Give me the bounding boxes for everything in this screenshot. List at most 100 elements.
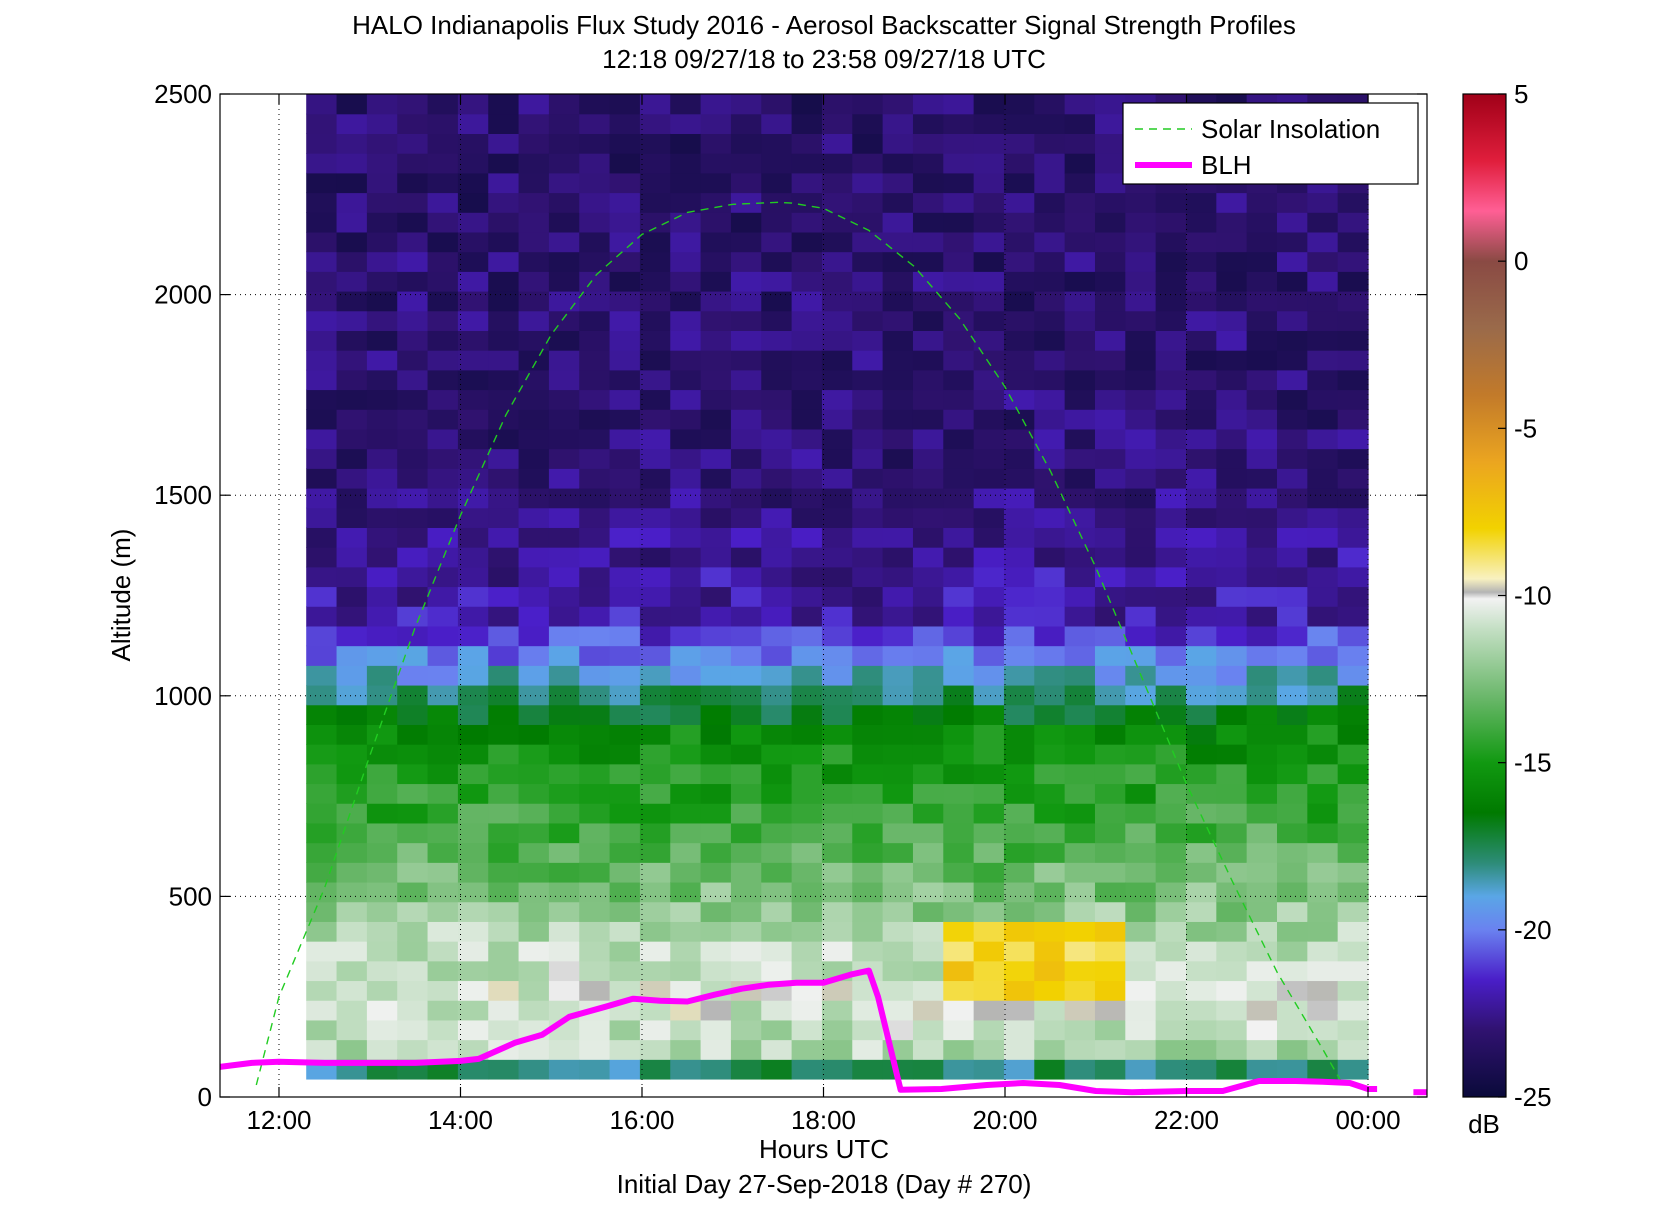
heatmap-cell [1155, 409, 1187, 430]
heatmap-cell [1094, 350, 1126, 371]
heatmap-cell [700, 763, 732, 785]
heatmap-cell [609, 803, 641, 824]
heatmap-cell [1216, 744, 1248, 765]
heatmap-cell [1337, 606, 1369, 627]
heatmap-cell [821, 231, 853, 253]
heatmap-cell [1064, 133, 1096, 154]
heatmap-cell [1185, 369, 1217, 391]
colorbar-tick-label: -15 [1514, 748, 1552, 778]
heatmap-cell [366, 862, 398, 883]
heatmap-cell [548, 310, 580, 331]
heatmap-cell [366, 350, 398, 371]
heatmap-cell [700, 133, 732, 154]
heatmap-cell [609, 684, 641, 706]
heatmap-cell [821, 428, 853, 450]
heatmap-cell [1034, 507, 1066, 528]
heatmap-cell [1155, 724, 1187, 745]
heatmap-cell [1064, 1000, 1096, 1021]
heatmap-cell [1064, 763, 1096, 785]
heatmap-cell [1155, 941, 1187, 962]
heatmap-cell [548, 212, 580, 233]
heatmap-cell [1125, 862, 1157, 883]
heatmap-cell [1094, 665, 1126, 686]
heatmap-cell [579, 960, 611, 982]
heatmap-cell [336, 212, 368, 233]
heatmap-cell [548, 113, 580, 134]
heatmap-cell [457, 507, 489, 528]
heatmap-cell [1125, 921, 1157, 942]
heatmap-cell [1185, 330, 1217, 351]
heatmap-cell [1246, 960, 1278, 982]
heatmap-cell [761, 133, 793, 154]
heatmap-cell [761, 881, 793, 903]
heatmap-cell [336, 310, 368, 331]
heatmap-cell [609, 487, 641, 509]
heatmap-cell [730, 212, 762, 233]
heatmap-cell [1337, 507, 1369, 528]
heatmap-cell [1246, 448, 1278, 469]
heatmap-cell [670, 862, 702, 883]
heatmap-cell [548, 822, 580, 844]
heatmap-cell [488, 290, 520, 312]
heatmap-cell [306, 862, 338, 883]
heatmap-cell [761, 468, 793, 489]
heatmap-cell [1064, 1039, 1096, 1060]
heatmap-cell [1094, 192, 1126, 213]
heatmap-cell [730, 428, 762, 450]
heatmap-cell [1155, 468, 1187, 489]
heatmap-cell [1155, 192, 1187, 213]
heatmap-cell [1155, 665, 1187, 686]
heatmap-cell [670, 822, 702, 844]
heatmap-cell [1216, 862, 1248, 883]
heatmap-cell [670, 153, 702, 174]
heatmap-cell [670, 744, 702, 765]
heatmap-cell [366, 1039, 398, 1060]
heatmap-cell [1216, 783, 1248, 804]
heatmap-cell [488, 527, 520, 548]
heatmap-cell [882, 941, 914, 962]
y-tick-label: 1500 [154, 480, 212, 510]
heatmap-cell [912, 487, 944, 509]
heatmap-cell [1034, 389, 1066, 410]
heatmap-cell [882, 231, 914, 253]
heatmap-cell [943, 724, 975, 745]
heatmap-cell [306, 763, 338, 785]
heatmap-cell [1094, 842, 1126, 863]
heatmap-cell [973, 1039, 1005, 1060]
heatmap-cell [366, 448, 398, 469]
heatmap-cell [366, 842, 398, 863]
heatmap-cell [366, 724, 398, 745]
heatmap-cell [609, 271, 641, 292]
heatmap-cell [366, 231, 398, 253]
heatmap-cell [730, 744, 762, 765]
heatmap-cell [1277, 803, 1308, 824]
heatmap-cell [1246, 862, 1278, 883]
heatmap-cell [852, 448, 884, 469]
heatmap-cell [1003, 507, 1035, 528]
colorbar-tick-label: 0 [1514, 246, 1528, 276]
heatmap-cell [882, 251, 914, 272]
heatmap-cell [1125, 428, 1157, 450]
heatmap-cell [1277, 744, 1308, 765]
heatmap-cell [1094, 468, 1126, 489]
heatmap-cell [821, 862, 853, 883]
heatmap-cell [336, 684, 368, 706]
heatmap-cell [973, 389, 1005, 410]
heatmap-cell [1094, 763, 1126, 785]
heatmap-cell [1307, 448, 1339, 469]
heatmap-cell [943, 468, 975, 489]
heatmap-cell [1155, 369, 1187, 391]
heatmap-cell [791, 1039, 823, 1060]
legend-label-solar: Solar Insolation [1201, 114, 1380, 144]
heatmap-cell [730, 921, 762, 942]
heatmap-cell [518, 645, 550, 666]
heatmap-cell [427, 448, 459, 469]
heatmap-cell [852, 921, 884, 942]
heatmap-cell [548, 251, 580, 272]
heatmap-cell [700, 487, 732, 509]
heatmap-cell [882, 881, 914, 903]
heatmap-cell [943, 487, 975, 509]
heatmap-cell [730, 763, 762, 785]
heatmap-cell [366, 606, 398, 627]
heatmap-cell [457, 645, 489, 666]
